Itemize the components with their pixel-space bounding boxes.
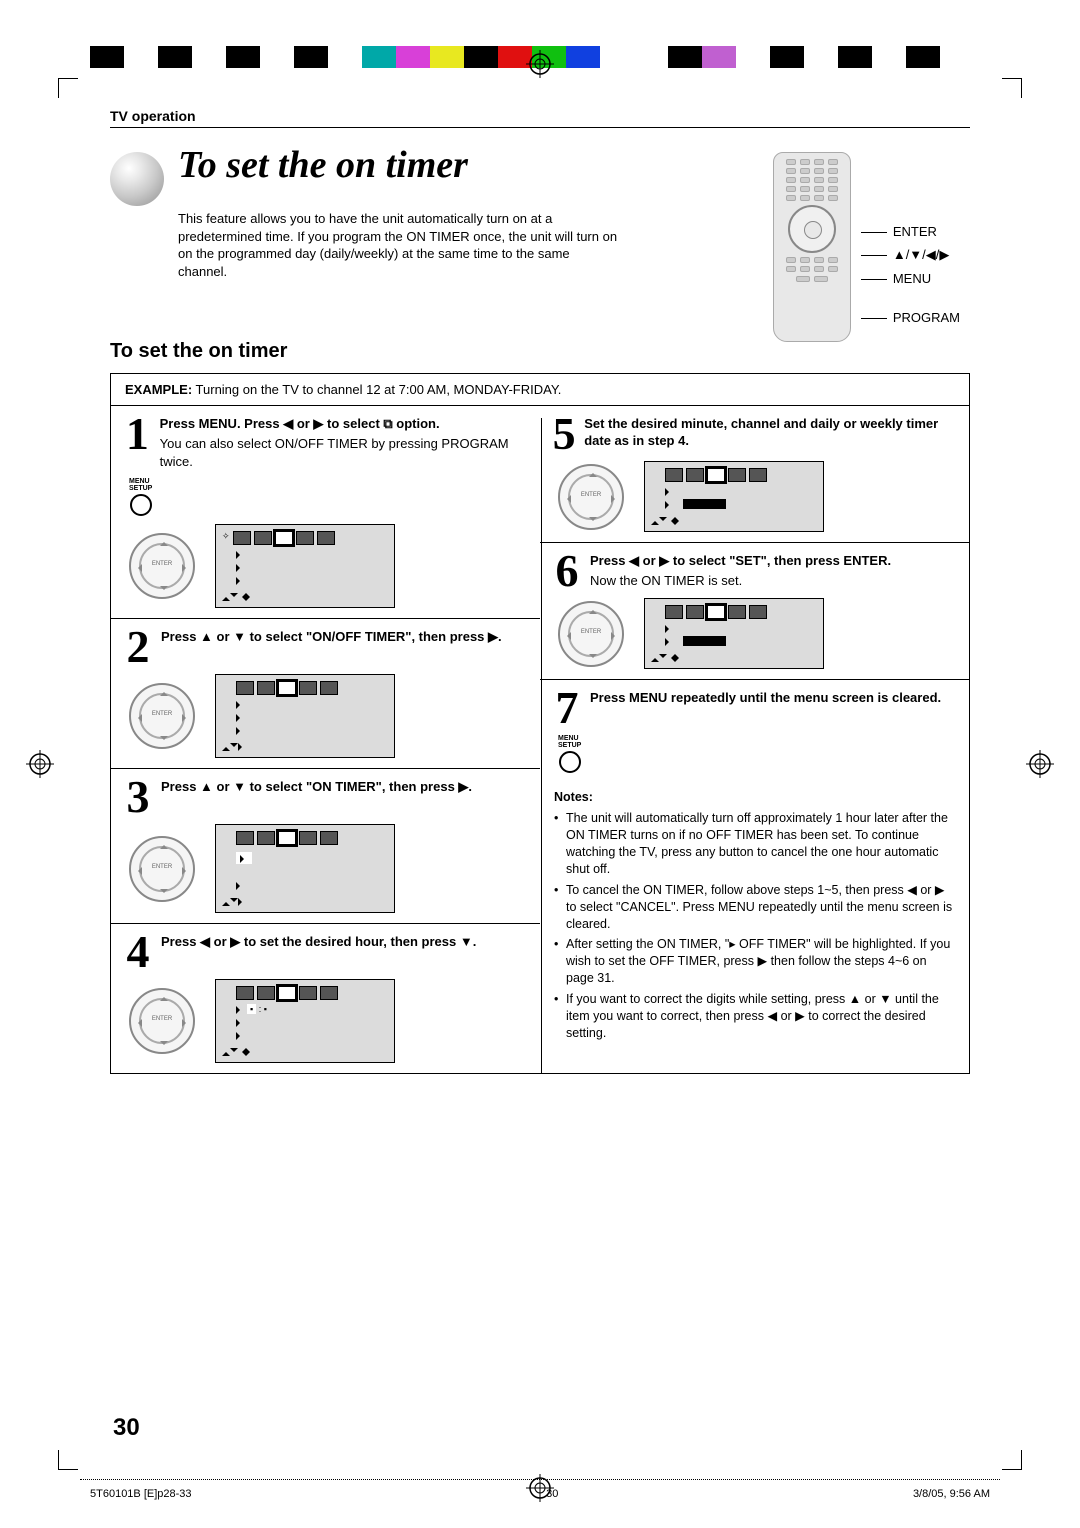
- right-column: 5 Set the desired minute, channel and da…: [540, 406, 969, 1073]
- menu-button-icon: MENU SETUP: [558, 735, 581, 773]
- step-2: 2 Press ▲ or ▼ to select "ON/OFF TIMER",…: [111, 619, 540, 769]
- step-title: Press MENU repeatedly until the menu scr…: [590, 688, 941, 707]
- steps-frame: EXAMPLE: Turning on the TV to channel 12…: [110, 373, 970, 1074]
- osd-screen: [215, 674, 395, 758]
- example-label: EXAMPLE:: [125, 382, 192, 397]
- step-body: Now the ON TIMER is set.: [590, 572, 891, 590]
- callout-menu: MENU: [893, 271, 931, 286]
- page-title: To set the on timer: [178, 146, 468, 186]
- step-body: You can also select ON/OFF TIMER by pres…: [160, 435, 528, 470]
- menu-button-icon: MENU SETUP: [129, 478, 152, 516]
- step-title: Press ▲ or ▼ to select "ON TIMER", then …: [161, 777, 472, 796]
- remote-callouts: ENTER ▲/▼/◀/▶ MENU PROGRAM: [861, 152, 960, 342]
- note-item: The unit will automatically turn off app…: [554, 810, 955, 878]
- step-6: 6 Press ◀ or ▶ to select "SET", then pre…: [540, 543, 969, 680]
- remote-illustration: ENTER ▲/▼/◀/▶ MENU PROGRAM: [773, 152, 960, 342]
- step-5: 5 Set the desired minute, channel and da…: [540, 406, 969, 543]
- footer-file: 5T60101B [E]p28-33: [90, 1488, 192, 1500]
- step-number: 2: [123, 627, 153, 666]
- footer-line: [80, 1479, 1000, 1480]
- notes-heading: Notes:: [554, 789, 955, 806]
- footer-page: 30: [546, 1488, 558, 1500]
- page-content: TV operation To set the on timer This fe…: [110, 108, 970, 1074]
- notes-section: Notes: The unit will automatically turn …: [540, 783, 969, 1055]
- page-number: 30: [113, 1414, 140, 1442]
- step-title: Press ◀ or ▶ to select "SET", then press…: [590, 551, 891, 570]
- step-title: Press MENU. Press ◀ or ▶ to select ⧉ opt…: [160, 414, 528, 433]
- left-column: 1 Press MENU. Press ◀ or ▶ to select ⧉ o…: [111, 406, 540, 1073]
- callout-enter: ENTER: [893, 224, 937, 239]
- note-item: After setting the ON TIMER, "▸ OFF TIMER…: [554, 936, 955, 987]
- dpad-icon: [129, 533, 195, 599]
- crop-mark: [1002, 78, 1022, 98]
- crop-mark: [58, 78, 78, 98]
- step-number: 1: [123, 414, 152, 453]
- dpad-icon: [129, 836, 195, 902]
- step-1: 1 Press MENU. Press ◀ or ▶ to select ⧉ o…: [111, 406, 540, 619]
- crop-mark: [58, 1450, 78, 1470]
- dpad-icon: [558, 601, 624, 667]
- osd-screen: [215, 824, 395, 913]
- step-7: 7 Press MENU repeatedly until the menu s…: [540, 680, 969, 783]
- note-item: If you want to correct the digits while …: [554, 991, 955, 1042]
- osd-screen: ✧: [215, 524, 395, 608]
- callout-program: PROGRAM: [893, 310, 960, 325]
- crop-mark: [1002, 1450, 1022, 1470]
- printer-color-bar: [90, 46, 940, 68]
- step-3: 3 Press ▲ or ▼ to select "ON TIMER", the…: [111, 769, 540, 924]
- step-4: 4 Press ◀ or ▶ to set the desired hour, …: [111, 924, 540, 1073]
- step-number: 5: [552, 414, 576, 453]
- registration-mark-left: [26, 750, 54, 778]
- section-header: TV operation: [110, 108, 970, 128]
- intro-text: This feature allows you to have the unit…: [178, 210, 618, 280]
- example-text: Turning on the TV to channel 12 at 7:00 …: [192, 382, 561, 397]
- callout-arrows: ▲/▼/◀/▶: [893, 247, 950, 262]
- step-title: Press ◀ or ▶ to set the desired hour, th…: [161, 932, 476, 951]
- sub-heading: To set the on timer: [110, 340, 970, 363]
- registration-mark-right: [1026, 750, 1054, 778]
- dpad-icon: [129, 988, 195, 1054]
- step-number: 6: [552, 551, 582, 590]
- dpad-icon: [558, 464, 624, 530]
- title-sphere-icon: [110, 152, 164, 206]
- dpad-icon: [129, 683, 195, 749]
- example-row: EXAMPLE: Turning on the TV to channel 12…: [111, 374, 969, 406]
- osd-screen: [644, 598, 824, 669]
- step-title: Set the desired minute, channel and dail…: [584, 414, 957, 450]
- step-number: 7: [552, 688, 582, 727]
- osd-screen: [644, 461, 824, 532]
- note-item: To cancel the ON TIMER, follow above ste…: [554, 882, 955, 933]
- registration-mark-top: [526, 50, 554, 78]
- remote-icon: [773, 152, 851, 342]
- step-number: 3: [123, 777, 153, 816]
- step-title: Press ▲ or ▼ to select "ON/OFF TIMER", t…: [161, 627, 502, 646]
- footer: 5T60101B [E]p28-33 30 3/8/05, 9:56 AM: [90, 1488, 990, 1500]
- step-number: 4: [123, 932, 153, 971]
- osd-screen: ▪ : ▪: [215, 979, 395, 1063]
- footer-date: 3/8/05, 9:56 AM: [913, 1488, 990, 1500]
